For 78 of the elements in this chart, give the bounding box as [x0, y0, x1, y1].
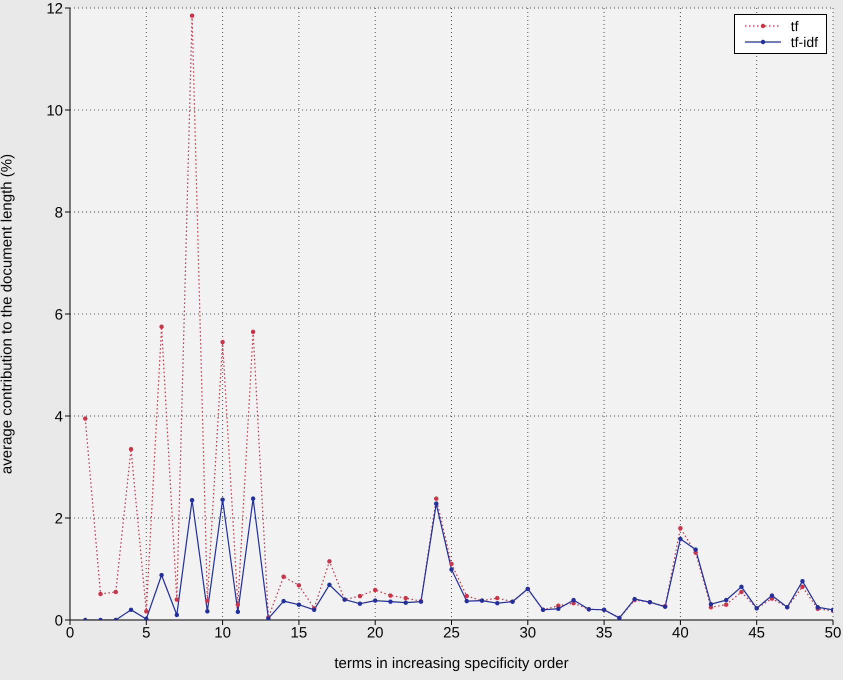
point: [495, 596, 500, 600]
point: [144, 609, 148, 614]
point: [373, 588, 378, 592]
legend-label: tf: [790, 18, 799, 34]
point: [404, 596, 408, 600]
point: [114, 590, 118, 594]
x-tick-label: 40: [672, 624, 689, 642]
point: [739, 584, 744, 590]
point: [708, 602, 714, 606]
x-tick-label: 15: [290, 624, 308, 642]
point: [388, 593, 393, 598]
point: [449, 562, 454, 566]
point: [464, 594, 469, 598]
point: [190, 498, 194, 502]
y-tick-label: 4: [54, 408, 63, 426]
point: [358, 594, 362, 598]
y-tick-label: 10: [46, 102, 63, 120]
point: [327, 582, 332, 588]
point: [724, 602, 728, 607]
point: [434, 502, 438, 506]
point: [556, 606, 561, 611]
point: [174, 612, 180, 618]
point: [174, 597, 180, 602]
point: [281, 598, 286, 604]
point: [739, 590, 744, 594]
x-tick-label: 35: [596, 624, 612, 642]
point: [373, 598, 378, 603]
point: [800, 584, 805, 590]
point: [128, 608, 134, 612]
point: [128, 446, 134, 452]
point: [404, 600, 408, 605]
point: [159, 324, 164, 329]
x-tick-label: 25: [443, 624, 460, 642]
point: [190, 13, 194, 18]
point: [236, 602, 240, 607]
point: [464, 598, 469, 604]
point: [327, 559, 332, 564]
point: [250, 330, 256, 334]
point: [296, 583, 302, 588]
point: [159, 572, 164, 578]
point: [83, 416, 88, 421]
x-tick-label: 5: [142, 624, 150, 642]
point: [358, 601, 362, 606]
x-tick-label: 20: [366, 624, 384, 642]
point: [281, 574, 286, 579]
point: [296, 602, 302, 607]
point: [800, 579, 805, 584]
x-tick-label: 30: [519, 624, 536, 642]
point: [571, 598, 576, 602]
x-tick-label: 10: [214, 624, 231, 642]
y-tick-label: 2: [54, 510, 63, 528]
point: [98, 592, 103, 596]
point: [250, 496, 256, 501]
point: [770, 593, 774, 598]
point: [220, 497, 225, 502]
y-tick-label: 12: [46, 0, 63, 18]
point: [693, 547, 698, 552]
point: [434, 496, 438, 501]
y-tick-label: 8: [54, 204, 63, 222]
y-tick-label: 0: [54, 612, 63, 630]
point: [205, 609, 210, 614]
point: [388, 599, 393, 604]
legend-label: tf-idf: [790, 34, 818, 50]
point: [678, 536, 683, 542]
point: [495, 600, 500, 606]
point: [205, 598, 210, 603]
y-tick-label: 6: [54, 306, 63, 324]
x-axis-title: terms in increasing specificity order: [334, 655, 569, 672]
x-tick-label: 45: [748, 624, 766, 642]
y-axis-title: average contribution to the document length (%): [0, 154, 16, 474]
x-tick-label: 0: [66, 624, 74, 642]
x-tick-label: 50: [824, 624, 842, 642]
point: [724, 598, 728, 602]
point: [144, 616, 148, 620]
point: [449, 567, 454, 572]
point: [220, 340, 225, 344]
point: [236, 610, 240, 614]
point: [678, 526, 683, 530]
